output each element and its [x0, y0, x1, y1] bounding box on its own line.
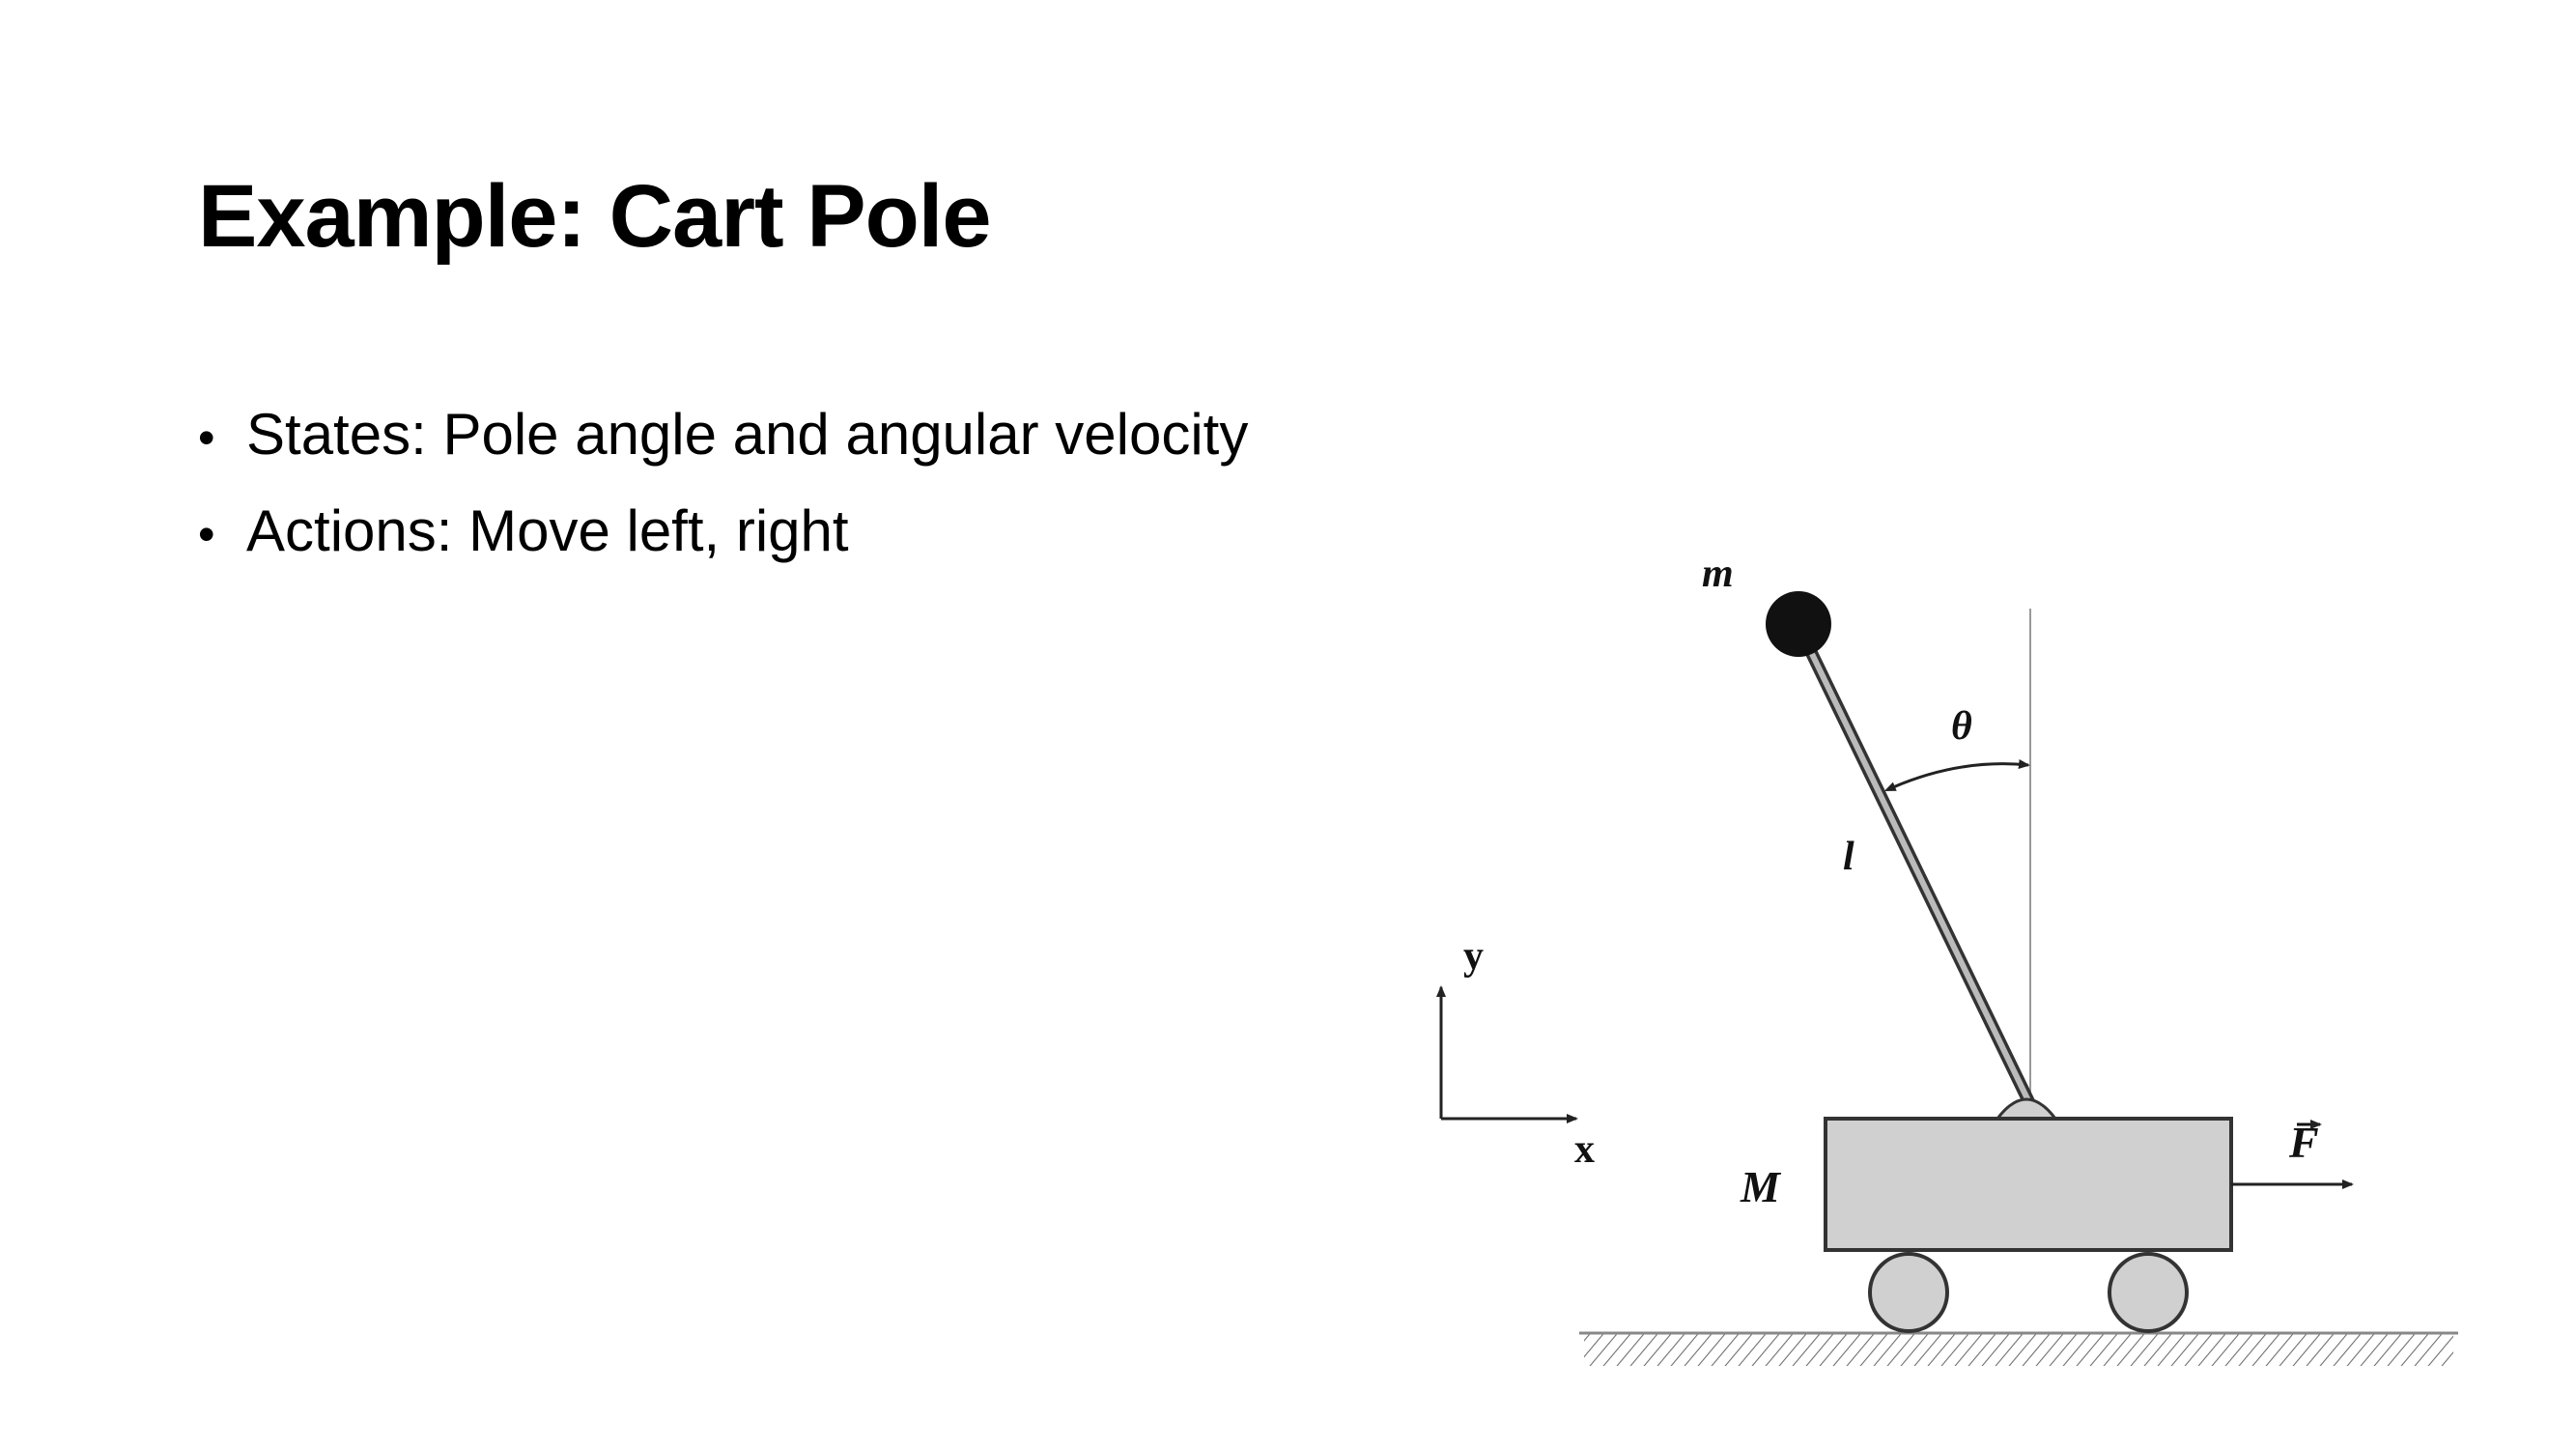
mass-label: m	[1702, 552, 1734, 596]
pivot-joint	[1994, 1097, 2059, 1121]
bullet-dot-icon: •	[198, 507, 215, 561]
bullet-item: • Actions: Move left, right	[198, 483, 1248, 580]
cart-pole-diagram: y x θ m l M F	[1436, 552, 2458, 1366]
bullet-text-actions: Actions: Move left, right	[246, 498, 849, 563]
theta-label: θ	[1951, 704, 1972, 749]
slide-title: Example: Cart Pole	[198, 167, 992, 266]
bullet-list: • States: Pole angle and angular velocit…	[198, 386, 1248, 580]
cart-wheel-left	[1868, 1252, 1949, 1333]
theta-arc	[1883, 759, 2030, 791]
y-axis-label: y	[1463, 934, 1484, 979]
length-label: l	[1843, 835, 1854, 879]
bullet-text-states: States: Pole angle and angular velocity	[246, 402, 1249, 467]
cart-body	[1824, 1117, 2233, 1252]
bullet-item: • States: Pole angle and angular velocit…	[198, 386, 1248, 483]
ground	[1579, 1331, 2458, 1366]
bullet-dot-icon: •	[198, 411, 215, 465]
x-axis-label: x	[1574, 1127, 1595, 1172]
cart-wheel-right	[2108, 1252, 2189, 1333]
cart-mass-label: M	[1740, 1162, 1782, 1211]
coordinate-axes	[1436, 985, 1578, 1123]
pole-mass-bob	[1766, 591, 1831, 657]
